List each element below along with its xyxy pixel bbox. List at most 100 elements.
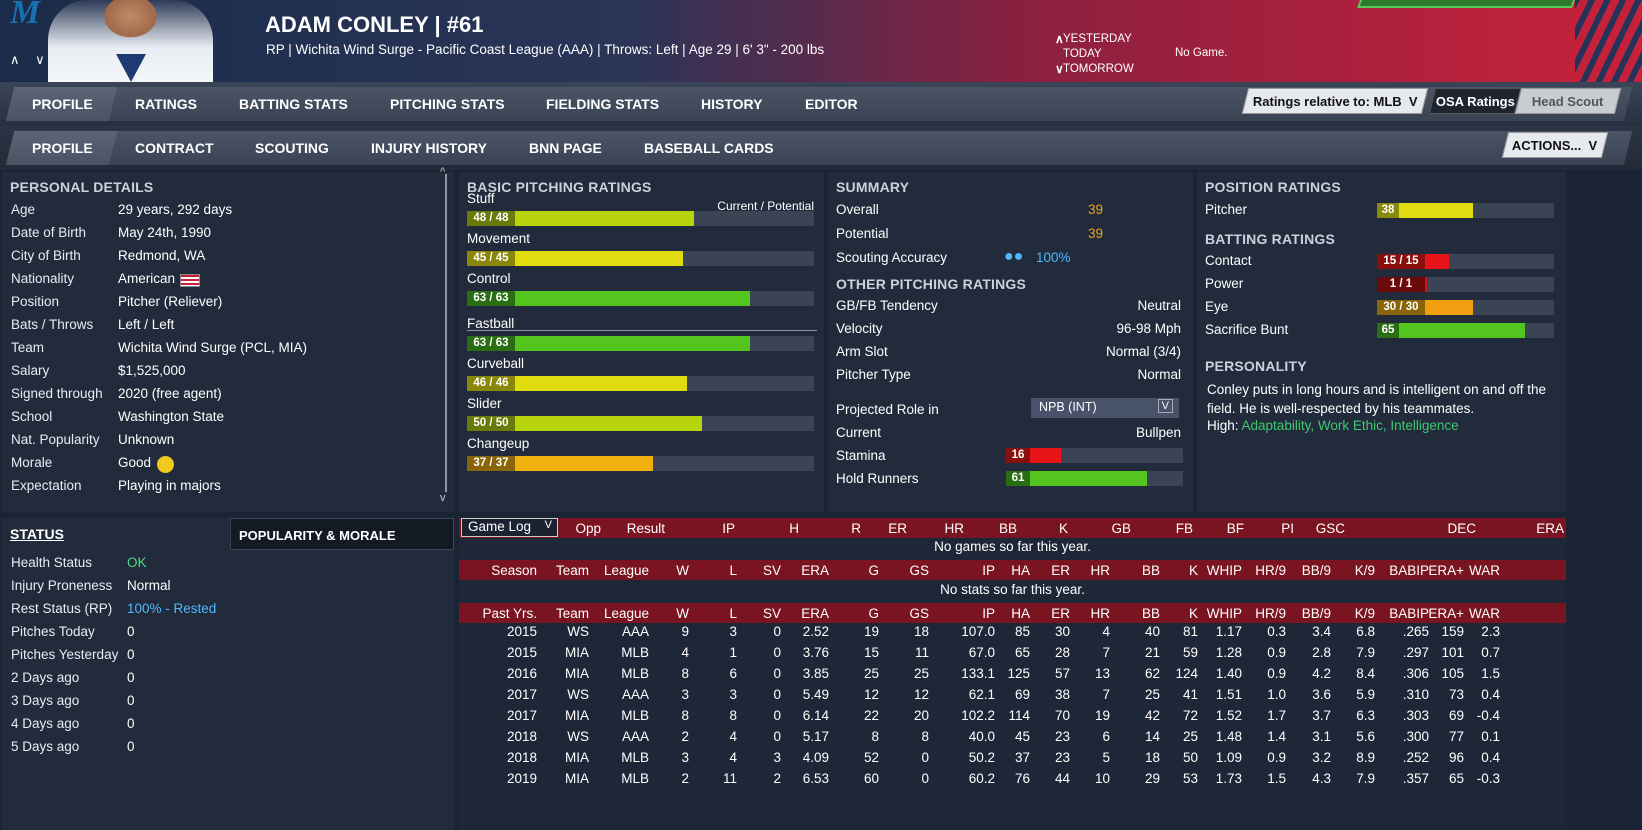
player-nav-arrows[interactable]: ∧ ∨: [10, 52, 51, 67]
day-tomorrow[interactable]: TOMORROW: [1063, 63, 1134, 75]
tab-ratings[interactable]: RATINGS: [108, 87, 225, 121]
tab-batting-stats[interactable]: BATTING STATS: [212, 87, 376, 121]
column-header[interactable]: BABIP: [1389, 562, 1429, 578]
subtab-bnn-page[interactable]: BNN PAGE: [502, 131, 631, 165]
day-yesterday[interactable]: YESTERDAY: [1063, 33, 1132, 45]
column-header[interactable]: GS: [909, 605, 929, 621]
subtab-injury-history[interactable]: INJURY HISTORY: [344, 131, 516, 165]
column-header[interactable]: R: [851, 520, 861, 536]
column-header[interactable]: W: [676, 605, 689, 621]
status-tab[interactable]: STATUS: [10, 526, 64, 542]
column-header[interactable]: ERA: [1536, 520, 1564, 536]
column-header[interactable]: L: [729, 562, 737, 578]
column-header[interactable]: HR: [944, 520, 965, 536]
day-prev-arrow[interactable]: ∧: [1055, 32, 1064, 46]
tab-editor[interactable]: EDITOR: [778, 87, 886, 121]
table-row[interactable]: 2019 MIA MLB 2 11 2 6.53 60 0 60.2 76 44 10 29 53 1.73 1…: [459, 771, 1566, 792]
column-header[interactable]: DEC: [1447, 520, 1476, 536]
column-header[interactable]: PI: [1281, 520, 1294, 536]
column-header[interactable]: H: [789, 520, 799, 536]
table-row[interactable]: 2016 MIA MLB 8 6 0 3.85 25 25 133.1 125 57 13 62 124 1.…: [459, 666, 1566, 687]
osa-ratings-toggle[interactable]: OSA Ratings: [1428, 88, 1522, 114]
column-header[interactable]: WHIP: [1206, 605, 1242, 621]
column-header[interactable]: BF: [1226, 520, 1244, 536]
actions-dropdown[interactable]: ACTIONS... V: [1501, 132, 1609, 158]
column-header[interactable]: BB/9: [1301, 562, 1331, 578]
column-header[interactable]: GSC: [1315, 520, 1345, 536]
game-log-select[interactable]: Game Log V: [461, 518, 558, 537]
tab-pitching-stats[interactable]: PITCHING STATS: [363, 87, 533, 121]
column-header[interactable]: Team: [555, 562, 589, 578]
column-header[interactable]: SV: [762, 605, 781, 621]
column-header[interactable]: League: [603, 562, 649, 578]
day-today[interactable]: TODAY: [1063, 48, 1102, 60]
column-header[interactable]: BB: [1141, 605, 1160, 621]
tab-history[interactable]: HISTORY: [674, 87, 791, 121]
column-header[interactable]: K: [1188, 605, 1198, 621]
column-header[interactable]: IP: [982, 562, 995, 578]
scrollbar[interactable]: [445, 174, 447, 492]
column-header[interactable]: Result: [626, 520, 665, 536]
popularity-morale-tab[interactable]: POPULARITY & MORALE: [230, 518, 454, 550]
column-header[interactable]: BB: [998, 520, 1017, 536]
column-header[interactable]: L: [729, 605, 737, 621]
column-header[interactable]: G: [868, 605, 879, 621]
subtab-scouting[interactable]: SCOUTING: [228, 131, 358, 165]
column-header[interactable]: ERA: [801, 605, 829, 621]
column-header[interactable]: HA: [1011, 605, 1030, 621]
table-row[interactable]: 2018 MIA MLB 3 4 3 4.09 52 0 50.2 37 23 5 18 50 1.09 0.9…: [459, 750, 1566, 771]
column-header[interactable]: WHIP: [1206, 562, 1242, 578]
column-header[interactable]: Opp: [575, 520, 601, 536]
subtab-contract[interactable]: CONTRACT: [108, 131, 242, 165]
column-header[interactable]: G: [868, 562, 879, 578]
column-header[interactable]: K/9: [1354, 605, 1375, 621]
day-next-arrow[interactable]: ∨: [1055, 62, 1064, 76]
column-header[interactable]: Past Yrs.: [482, 605, 537, 621]
column-header[interactable]: HA: [1011, 562, 1030, 578]
column-header[interactable]: K/9: [1354, 562, 1375, 578]
tab-profile[interactable]: PROFILE: [5, 87, 121, 121]
column-header[interactable]: IP: [982, 605, 995, 621]
column-header[interactable]: WAR: [1469, 605, 1500, 621]
column-header[interactable]: ERA: [801, 562, 829, 578]
column-header[interactable]: BB/9: [1301, 605, 1331, 621]
column-header[interactable]: BABIP: [1389, 605, 1429, 621]
scroll-down-icon[interactable]: v: [440, 492, 446, 504]
column-header[interactable]: W: [676, 562, 689, 578]
column-header[interactable]: ER: [888, 520, 907, 536]
scroll-up-icon[interactable]: ^: [440, 166, 446, 178]
table-cell: 81: [1182, 624, 1198, 639]
table-row[interactable]: 2015 MIA MLB 4 1 0 3.76 15 11 67.0 65 28 7 21 59 1.28 0.…: [459, 645, 1566, 666]
column-header[interactable]: GB: [1111, 520, 1131, 536]
column-header[interactable]: IP: [722, 520, 735, 536]
view-game-button[interactable]: [1357, 0, 1578, 8]
column-header[interactable]: WAR: [1469, 562, 1500, 578]
table-row[interactable]: 2017 MIA MLB 8 8 0 6.14 22 20 102.2 114 70 19 42 72 1.5…: [459, 708, 1566, 729]
column-header[interactable]: HR: [1090, 605, 1111, 621]
column-header[interactable]: ER: [1051, 605, 1070, 621]
column-header[interactable]: BB: [1141, 562, 1160, 578]
column-header[interactable]: ER: [1051, 562, 1070, 578]
column-header[interactable]: HR/9: [1255, 605, 1286, 621]
subtab-profile[interactable]: PROFILE: [5, 131, 121, 165]
projected-role-dropdown[interactable]: NPB (INT) V: [1031, 398, 1179, 418]
column-header[interactable]: K: [1188, 562, 1198, 578]
column-header[interactable]: League: [603, 605, 649, 621]
head-scout-toggle[interactable]: Head Scout: [1514, 88, 1622, 114]
column-header[interactable]: SV: [762, 562, 781, 578]
column-header[interactable]: HR: [1090, 562, 1111, 578]
column-header[interactable]: GS: [909, 562, 929, 578]
column-header[interactable]: FB: [1175, 520, 1193, 536]
ratings-relative-dropdown[interactable]: Ratings relative to: MLB V: [1241, 88, 1429, 114]
column-header[interactable]: K: [1058, 520, 1068, 536]
column-header[interactable]: Team: [555, 605, 589, 621]
table-row[interactable]: 2017 WS AAA 3 3 0 5.49 12 12 62.1 69 38 7 25 41 1.51 1.0…: [459, 687, 1566, 708]
table-row[interactable]: 2015 WS AAA 9 3 0 2.52 19 18 107.0 85 30 4 40 81 1.17 0.…: [459, 624, 1566, 645]
subtab-baseball-cards[interactable]: BASEBALL CARDS: [617, 131, 802, 165]
tab-fielding-stats[interactable]: FIELDING STATS: [519, 87, 688, 121]
column-header[interactable]: Season: [491, 562, 537, 578]
column-header[interactable]: ERA+: [1428, 562, 1464, 578]
column-header[interactable]: ERA+: [1428, 605, 1464, 621]
table-row[interactable]: 2018 WS AAA 2 4 0 5.17 8 8 40.0 45 23 6 14 25 1.48 1.4 3.…: [459, 729, 1566, 750]
column-header[interactable]: HR/9: [1255, 562, 1286, 578]
